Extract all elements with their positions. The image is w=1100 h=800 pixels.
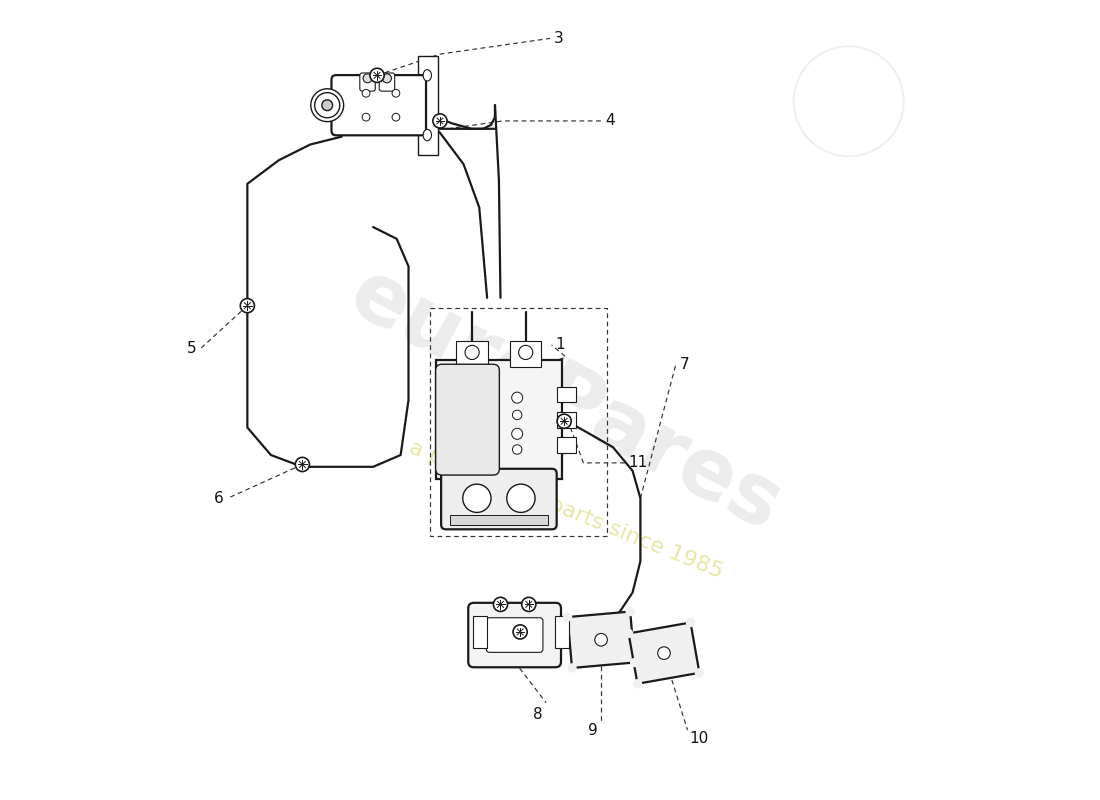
FancyBboxPatch shape [379,73,395,91]
Circle shape [513,625,527,639]
Circle shape [512,392,522,403]
Text: a passion for parts since 1985: a passion for parts since 1985 [406,438,726,582]
Text: 1: 1 [556,338,565,353]
Circle shape [632,679,642,689]
Text: 5: 5 [187,342,196,357]
Circle shape [568,663,576,673]
Ellipse shape [424,130,431,141]
Text: 6: 6 [214,490,223,506]
FancyBboxPatch shape [469,603,561,667]
Circle shape [494,598,507,611]
FancyBboxPatch shape [486,618,543,652]
Circle shape [513,445,521,454]
Circle shape [630,658,639,667]
Circle shape [392,90,399,97]
Circle shape [595,634,607,646]
Text: 9: 9 [588,722,598,738]
Text: 3: 3 [554,31,563,46]
Circle shape [463,484,491,513]
FancyBboxPatch shape [331,75,426,135]
Text: 7: 7 [680,357,690,372]
Circle shape [240,298,254,313]
Circle shape [315,93,340,118]
Circle shape [433,114,447,128]
Bar [554,616,569,648]
Circle shape [383,74,392,83]
Circle shape [513,410,521,420]
Circle shape [465,346,480,359]
FancyBboxPatch shape [456,341,487,367]
Circle shape [563,612,572,622]
Bar [473,616,487,648]
FancyBboxPatch shape [436,364,499,475]
Circle shape [362,114,370,121]
FancyBboxPatch shape [557,437,575,453]
FancyBboxPatch shape [360,73,375,91]
FancyBboxPatch shape [510,341,541,367]
Circle shape [362,90,370,97]
FancyBboxPatch shape [441,469,557,530]
Circle shape [557,414,571,428]
Circle shape [392,114,399,121]
Circle shape [507,484,535,513]
Text: 8: 8 [534,707,543,722]
FancyBboxPatch shape [418,56,438,154]
Polygon shape [628,622,700,684]
Circle shape [370,68,384,82]
FancyBboxPatch shape [557,412,575,427]
Polygon shape [568,611,635,668]
Circle shape [512,428,522,439]
Circle shape [363,74,372,83]
Circle shape [685,618,695,627]
Circle shape [658,647,670,659]
Circle shape [626,607,635,616]
FancyBboxPatch shape [557,386,575,402]
Bar [450,515,548,525]
FancyBboxPatch shape [436,360,562,479]
Circle shape [695,668,704,678]
Text: 11: 11 [628,455,648,470]
Circle shape [624,629,634,638]
Text: euroPares: euroPares [337,252,795,548]
Circle shape [518,346,532,359]
Text: 4: 4 [605,114,615,129]
Circle shape [521,598,536,611]
Circle shape [322,100,332,110]
Ellipse shape [424,70,431,81]
Circle shape [295,458,309,471]
Circle shape [311,89,343,122]
Text: 10: 10 [689,730,708,746]
